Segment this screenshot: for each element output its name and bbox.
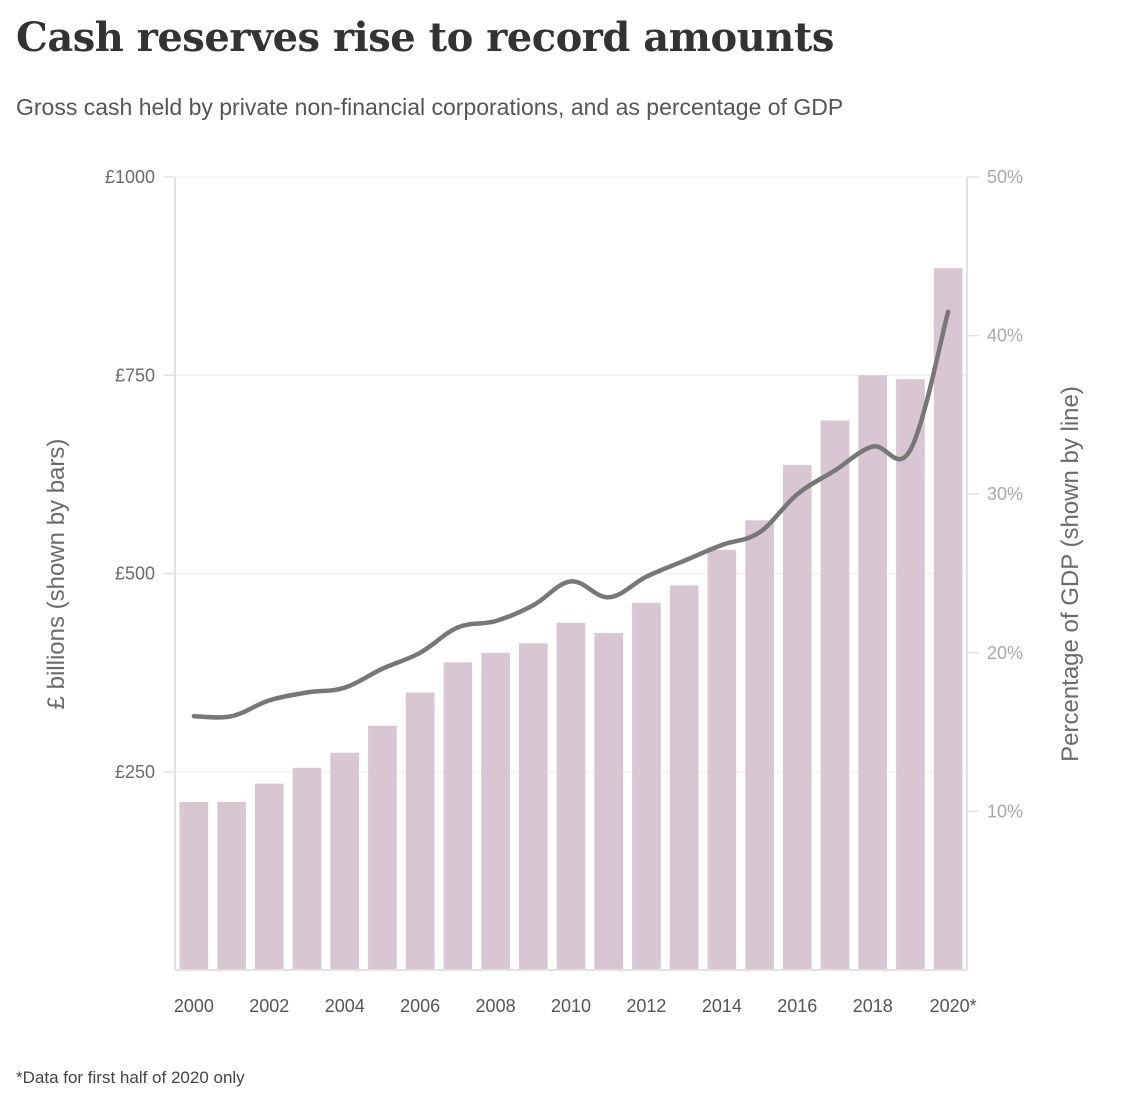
chart: £250£500£750£1000 10%20%30%40%50% 2000 20… [43, 167, 1084, 1016]
bar-2008 [481, 652, 510, 970]
x-tick-label: 2002 [249, 996, 289, 1016]
x-tick-label: 2014 [702, 996, 742, 1016]
bar-2009 [518, 643, 548, 970]
left-axis-ticks: £250 £500 £750 £1000 [105, 167, 155, 782]
bar-2020 [933, 268, 963, 970]
bar-2005 [368, 725, 397, 970]
right-axis-label: Percentage of GDP (shown by line) [1057, 386, 1084, 762]
left-tick-label: £500 [115, 564, 155, 584]
gdp-line-layer [191, 309, 951, 720]
gdp-percentage-line [191, 309, 951, 720]
bar-2018 [858, 375, 888, 970]
left-axis-label: £ billions (shown by bars) [43, 439, 70, 710]
bar-2007 [443, 662, 473, 970]
bar-2000 [179, 801, 209, 970]
bar-2017 [820, 420, 850, 970]
bar-2013 [669, 585, 699, 970]
x-tick-label: 2006 [400, 996, 440, 1016]
bar-2006 [405, 692, 435, 970]
x-tick-label: 2000 [174, 996, 214, 1016]
right-tick-label: 10% [987, 801, 1023, 821]
bar-2012 [632, 602, 661, 970]
bar-2002 [254, 783, 284, 970]
bar-2004 [330, 752, 360, 970]
left-tick-label: £1000 [105, 167, 155, 187]
x-tick-label: 2012 [626, 996, 666, 1016]
x-axis-ticks: 2000 2002 2004 2006 2008 2010 2012 2014 2016 2018… [174, 996, 977, 1016]
bars [179, 268, 963, 971]
right-tick-label: 50% [987, 167, 1023, 187]
x-tick-label: 2004 [325, 996, 365, 1016]
bar-2011 [594, 632, 624, 970]
bar-2001 [217, 801, 246, 970]
right-tick-label: 40% [987, 326, 1023, 346]
x-tick-label: 2008 [476, 996, 516, 1016]
right-tick-label: 30% [987, 484, 1023, 504]
bar-2003 [292, 767, 322, 970]
right-tick-label: 20% [987, 643, 1023, 663]
bar-2015 [745, 520, 774, 970]
left-tick-label: £750 [115, 365, 155, 385]
x-tick-label: 2010 [551, 996, 591, 1016]
bar-2014 [707, 549, 737, 970]
chart-title: Cash reserves rise to record amounts [16, 14, 834, 61]
axes [163, 176, 979, 971]
x-tick-label: 2016 [777, 996, 817, 1016]
bar-2019 [896, 379, 925, 971]
right-axis-ticks: 10% 20% 30% 40% 50% [987, 167, 1023, 821]
x-tick-label: 2018 [853, 996, 893, 1016]
chart-subtitle: Gross cash held by private non-financial… [16, 94, 844, 120]
footnote: *Data for first half of 2020 only [16, 1068, 245, 1087]
bar-2010 [556, 622, 586, 970]
left-tick-label: £250 [115, 762, 155, 782]
x-tick-label: 2020* [930, 996, 977, 1016]
bar-2016 [782, 464, 812, 970]
